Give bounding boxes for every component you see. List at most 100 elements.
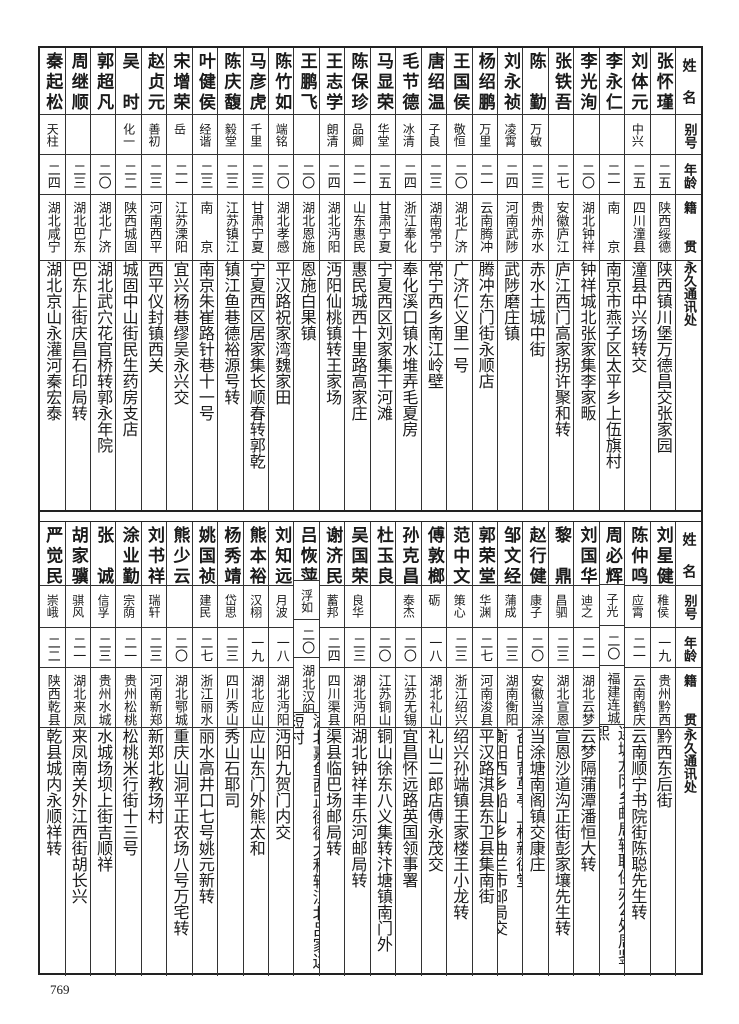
person-address-text: 钟祥城北张家集李家畈 <box>577 261 597 421</box>
person-age: 二五 <box>650 155 675 195</box>
person-age-text: 二一 <box>171 163 187 189</box>
person-native: 贵州水城 <box>90 668 116 728</box>
person-alias: 品卿 <box>345 115 370 155</box>
person-age: 二三 <box>421 155 447 195</box>
person-alias: 良华 <box>345 586 370 628</box>
person-age: 二四 <box>497 155 523 195</box>
person-age-text: 二〇 <box>299 628 315 655</box>
person-age: 二〇 <box>294 155 319 195</box>
person-alias: 建民 <box>192 586 218 628</box>
person-age: 二〇 <box>523 628 548 668</box>
person-alias: 经谐 <box>192 115 218 155</box>
person-age-text: 二三 <box>146 163 162 189</box>
person-age-text: 二三 <box>70 163 86 189</box>
person-address-text: 来凤南关外江西街胡长兴 <box>68 728 88 904</box>
person-alias: 泰杰 <box>396 586 421 628</box>
person-age-text: 二三 <box>350 636 366 662</box>
person-native-text: 浙江绍兴 <box>451 674 467 726</box>
person-native-text: 江苏无锡 <box>400 674 416 726</box>
person-record: 秦起松 天柱 二四 湖北咸宁 湖北京山永灌河秦宏泰 <box>40 48 65 510</box>
person-native-text: 陕西绥德 <box>655 201 671 253</box>
person-age-text: 二一 <box>121 636 137 662</box>
person-name-text: 刘星健 <box>652 526 673 584</box>
person-address-text: 庐江西门高家拐许聚和转 <box>552 261 572 437</box>
person-name: 谢济民 <box>319 522 345 586</box>
person-age-text: 二三 <box>553 636 569 662</box>
person-age: 二二 <box>116 155 141 195</box>
person-record: 王国侯 敬恒 二〇 湖北广济 广济仁义里一号 <box>446 48 472 510</box>
person-age: 二〇 <box>574 155 599 195</box>
person-native-text: 福建连城 <box>604 671 620 724</box>
person-native: 湖北云梦 <box>574 668 599 728</box>
person-native: 贵州松桃 <box>116 668 141 728</box>
person-alias: 瑞轩 <box>141 586 167 628</box>
person-address-text: 宣恩沙道沟正街彭家壤先生转 <box>552 728 572 936</box>
person-name-text: 李光洵 <box>576 52 597 110</box>
person-age-text: 二〇 <box>451 163 467 189</box>
person-age: 二四 <box>319 628 345 668</box>
person-native-text: 湖北沔阳 <box>350 674 366 726</box>
person-native-text: 陕西乾县 <box>44 674 60 726</box>
person-native-text: 四川秀山 <box>222 674 238 726</box>
person-alias: 康子 <box>523 586 548 628</box>
person-native: 河南新郑 <box>141 668 167 728</box>
person-address-text: 宜兴杨巷缪吴永兴交 <box>170 261 190 405</box>
person-age-text: 二四 <box>324 163 340 189</box>
person-name: 杜玉良 <box>370 522 396 586</box>
person-native: 湖北孝感 <box>269 195 294 261</box>
person-record: 陈仲鸣 应霄 二一 云南鹤庆 云南顺宁书院街陈聪先生转 <box>624 522 650 976</box>
person-age: 一八 <box>421 628 447 668</box>
person-age-text: 二〇 <box>171 636 187 662</box>
person-age-text: 一八 <box>273 636 289 662</box>
person-age-text: 二三 <box>197 163 213 189</box>
person-age: 二〇 <box>294 620 319 658</box>
person-name-text: 刘书祥 <box>144 526 165 584</box>
person-alias: 端铭 <box>269 115 294 155</box>
person-address: 湖北嘉鱼西正街德大和转江北吕家边短村 <box>294 713 318 976</box>
person-alias: 蒲成 <box>497 586 523 628</box>
person-name-text: 刘体元 <box>627 52 648 110</box>
person-address: 铜山徐东八义集转汴塘镇南门外 <box>371 728 395 976</box>
person-native: 南京 <box>599 195 625 261</box>
person-age: 一九 <box>243 628 268 668</box>
person-native-text: 山东惠民 <box>350 201 366 253</box>
person-address-text: 武陟磨庄镇 <box>501 261 521 341</box>
person-name-text: 秦起松 <box>42 52 63 110</box>
person-age-text: 二二 <box>44 636 60 662</box>
person-record: 胡家骥 骐风 二一 湖北来凤 来凤南关外江西街胡长兴 <box>64 522 90 976</box>
person-native: 湖北咸宁 <box>40 195 65 261</box>
person-address-text: 宁夏西区居家集长顺春转郭乾 <box>246 261 266 469</box>
person-age: 二三 <box>218 628 243 668</box>
person-address: 松桃米行街十三号 <box>116 728 140 976</box>
person-name: 王国侯 <box>447 48 472 115</box>
person-alias-text: 泰杰 <box>401 594 416 618</box>
person-address-text: 松桃米行街十三号 <box>119 728 139 856</box>
person-record: 傅敦榔砺一八 湖北礼山 礼山二郎店傅永茂交 <box>420 522 447 976</box>
person-age-text: 二〇 <box>299 163 315 189</box>
person-native-text: 安徽当涂 <box>528 674 544 726</box>
header-name-text: 姓名 <box>680 532 697 578</box>
person-record: 唐绍温 子良 二三 湖南常宁 常宁西乡南江岭壁 <box>420 48 447 510</box>
person-address: 钟祥城北张家集李家畈 <box>574 261 598 510</box>
person-native: 湖北来凤 <box>65 668 90 728</box>
person-address: 平汉路淇县东卫县集南街 <box>473 728 497 976</box>
person-native: 甘肃宁夏 <box>243 195 268 261</box>
person-native-text: 河南新郑 <box>146 674 162 726</box>
person-name: 周必辉 <box>599 522 625 585</box>
person-alias-text: 骐风 <box>70 594 85 618</box>
person-name-text: 熊少云 <box>169 526 190 584</box>
person-alias-text: 朗清 <box>325 123 340 147</box>
person-record: 谢济民 蓄邦 二四 四川渠县 渠县临巴场邮局转 <box>318 522 345 976</box>
person-native-text: 贵州赤水 <box>528 201 544 253</box>
person-alias: 中兴 <box>625 115 650 155</box>
person-age: 二〇 <box>90 155 116 195</box>
person-age: 二一 <box>472 155 497 195</box>
person-name-text: 马彦虎 <box>245 52 266 110</box>
person-record: 叶健侯 经谐 二三 南京 南京朱崔路针巷十一号 <box>191 48 218 510</box>
header-age: 年龄 <box>676 628 701 668</box>
person-age: 二三 <box>243 155 268 195</box>
person-name: 吴国荣 <box>345 522 370 586</box>
person-alias-text: 敬恒 <box>452 123 467 147</box>
person-address-text: 广济仁义里一号 <box>450 261 470 373</box>
person-address: 宁夏西区刘家集干河滩 <box>371 261 395 510</box>
